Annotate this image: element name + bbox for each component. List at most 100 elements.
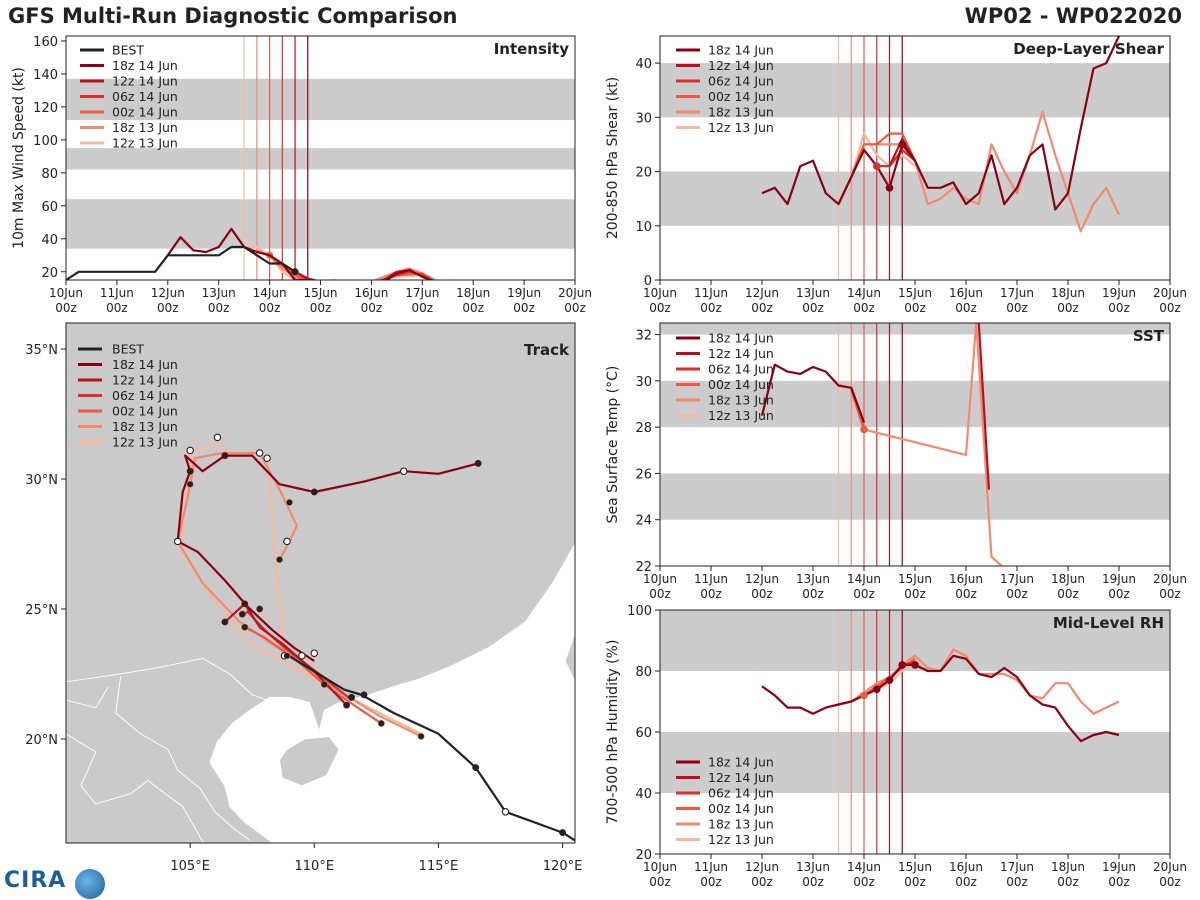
intensity-xtick-label: 19Jun (507, 286, 541, 300)
intensity-xtick-label: 12Jun (151, 286, 185, 300)
sst-xtick-label: 11Jun (694, 572, 728, 586)
shear-xtick-label: 00z (802, 301, 824, 315)
shear-point (872, 162, 881, 170)
intensity-xtick-label: 00z (412, 301, 434, 315)
sst-line-18z-14-Jun (760, 363, 866, 423)
track-position-marker (343, 701, 351, 709)
rh-xtick-label: 15Jun (898, 860, 932, 874)
land-hainan (278, 735, 340, 787)
track-ytick-label: 25°N (25, 603, 58, 618)
intensity-legend-label: 18z 13 Jun (112, 120, 178, 135)
track-ytick-label: 20°N (25, 733, 58, 748)
shear-xtick-label: 00z (853, 301, 875, 315)
sst-xtick-label: 00z (802, 587, 824, 601)
intensity-band-1 (66, 148, 575, 170)
rh-line-18z-14-Jun (761, 654, 1120, 743)
shear-xtick-label: 15Jun (898, 286, 932, 300)
shear-xtick-label: 00z (1006, 301, 1028, 315)
intensity-legend-label: 18z 14 Jun (112, 58, 178, 73)
sst-xtick-label: 14Jun (847, 572, 881, 586)
sst-xtick-label: 00z (1057, 587, 1079, 601)
track-position-marker (298, 652, 306, 660)
sst-ytick-label: 28 (635, 421, 652, 436)
track-position-marker (255, 449, 264, 457)
shear-panel: 01020304010Jun00z11Jun00z12Jun00z13Jun00… (605, 35, 1187, 315)
shear-xtick-label: 13Jun (796, 286, 830, 300)
shear-ytick-label: 30 (635, 111, 652, 126)
sst-xtick-label: 00z (1108, 587, 1130, 601)
shear-point (885, 184, 894, 192)
intensity-xtick-label: 00z (361, 301, 383, 315)
shear-xtick-label: 00z (1108, 301, 1130, 315)
rh-point (898, 661, 907, 669)
track-position-marker (186, 467, 194, 475)
rh-xtick-label: 12Jun (745, 860, 779, 874)
intensity-xtick-label: 17Jun (405, 286, 439, 300)
sst-legend-label: 12z 14 Jun (708, 346, 774, 361)
sst-xtick-label: 12Jun (745, 572, 779, 586)
intensity-line-18z-13-Jun (256, 249, 436, 280)
sst-legend-label: 06z 14 Jun (708, 362, 774, 377)
rh-legend-label: 00z 14 Jun (708, 801, 774, 816)
intensity-legend-label: 12z 14 Jun (112, 74, 178, 89)
sst-xtick-label: 17Jun (1000, 572, 1034, 586)
intensity-xtick-label: 11Jun (100, 286, 134, 300)
storm-id: WP02 - WP022020 (964, 4, 1182, 28)
intensity-ytick-label: 140 (33, 68, 58, 83)
sst-ytick-label: 26 (635, 467, 652, 482)
intensity-xtick-label: 18Jun (456, 286, 490, 300)
sst-xtick-label: 00z (1159, 587, 1181, 601)
track-position-marker (472, 764, 480, 772)
track-map-group (66, 323, 575, 843)
track-position-marker (173, 537, 182, 546)
sst-legend-label: 00z 14 Jun (708, 377, 774, 392)
track-xtick-label: 110°E (295, 859, 335, 874)
track-ytick-label: 35°N (25, 343, 58, 358)
sst-ytick-label: 22 (635, 560, 652, 575)
track-legend-label: BEST (112, 342, 144, 357)
intensity-title: Intensity (494, 40, 570, 58)
shear-ytick-label: 40 (635, 57, 652, 72)
track-xtick-label: 115°E (419, 859, 459, 874)
shear-ytick-label: 20 (635, 166, 652, 181)
track-position-marker (310, 649, 319, 657)
shear-band-0 (660, 171, 1170, 226)
rh-xtick-label: 13Jun (796, 860, 830, 874)
intensity-ylabel: 10m Max Wind Speed (kt) (11, 67, 27, 249)
intensity-series-group (66, 227, 436, 280)
rh-xtick-label: 17Jun (1000, 860, 1034, 874)
sst-band-2 (660, 323, 1170, 335)
border-line (66, 657, 268, 701)
rh-xtick-label: 00z (700, 875, 722, 889)
border-line (66, 686, 109, 709)
rh-legend-label: 18z 14 Jun (708, 755, 774, 770)
intensity-legend-label: 06z 14 Jun (112, 89, 178, 104)
sst-ylabel: Sea Surface Temp (°C) (605, 366, 621, 524)
track-xtick-label: 120°E (543, 859, 583, 874)
shear-xtick-label: 12Jun (745, 286, 779, 300)
shear-legend-label: 12z 13 Jun (708, 120, 774, 135)
sst-xtick-label: 15Jun (898, 572, 932, 586)
intensity-ytick-label: 20 (41, 266, 58, 281)
intensity-legend-label: BEST (112, 43, 144, 58)
rh-xtick-label: 00z (649, 875, 671, 889)
rh-xtick-label: 00z (853, 875, 875, 889)
sst-xtick-label: 10Jun (643, 572, 677, 586)
sst-xtick-label: 19Jun (1102, 572, 1136, 586)
sst-xtick-label: 18Jun (1051, 572, 1085, 586)
track-panel: 105°E 110°E 115°E 120°E 20°N 25°N 30°N 35°N Trac… (25, 322, 583, 874)
track-position-marker (377, 719, 385, 727)
track-position-marker (283, 537, 291, 546)
intensity-xtick-label: 00z (564, 301, 586, 315)
sst-xtick-label: 00z (853, 587, 875, 601)
shear-xtick-label: 17Jun (1000, 286, 1034, 300)
track-position-marker (417, 732, 425, 740)
rh-ytick-label: 60 (635, 726, 652, 741)
shear-xtick-label: 00z (700, 301, 722, 315)
rh-point (885, 676, 894, 684)
sst-xtick-label: 20Jun (1153, 572, 1187, 586)
rh-ylabel: 700-500 hPa Humidity (%) (605, 640, 621, 825)
rh-xtick-label: 00z (955, 875, 977, 889)
track-00z-14-Jun (244, 626, 382, 725)
land-taiwan (564, 631, 575, 683)
